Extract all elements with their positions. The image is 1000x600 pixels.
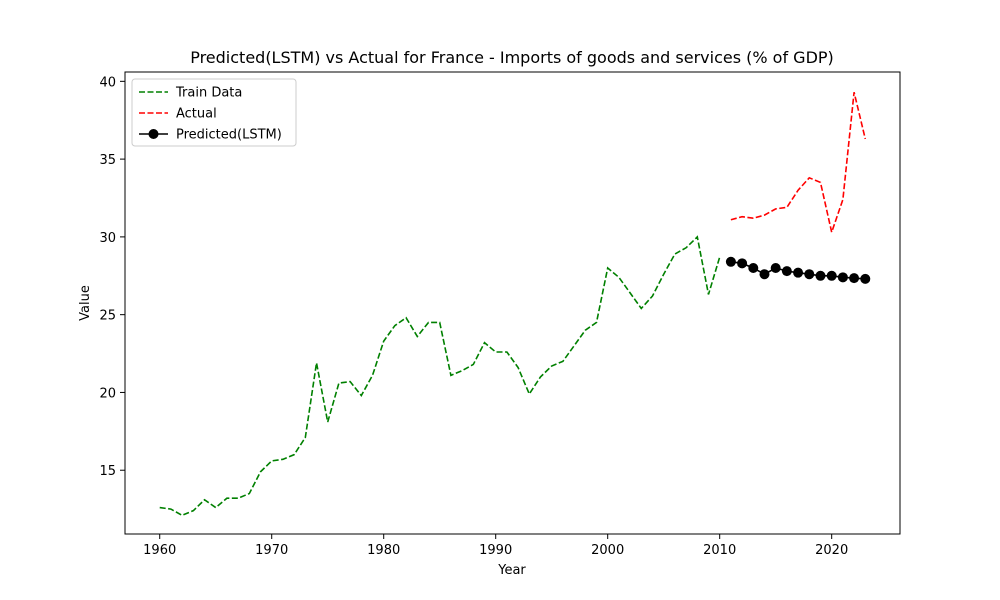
y-tick-label: 35	[99, 153, 116, 168]
x-tick-label: 1980	[367, 543, 400, 558]
chart-title: Predicted(LSTM) vs Actual for France - I…	[190, 48, 834, 67]
x-axis-ticks: 1960 1970 1980 1990 2000 2010 2020	[143, 534, 848, 558]
legend-items: Train Data Actual Predicted(LSTM)	[139, 86, 282, 143]
legend-label-actual: Actual	[176, 107, 217, 122]
plot-frame	[124, 71, 901, 535]
y-tick-label: 30	[99, 231, 116, 246]
x-tick-label: 2010	[703, 543, 736, 558]
series-line-actual	[730, 92, 867, 236]
data-point-predicted-lstm	[860, 273, 871, 284]
x-axis-label: Year	[497, 563, 526, 578]
data-point-predicted-lstm	[793, 267, 804, 278]
series-layer	[159, 92, 871, 517]
data-point-predicted-lstm	[725, 256, 736, 267]
y-tick-label: 20	[99, 386, 116, 401]
y-axis-ticks: 15 20 25 30 35 40	[99, 75, 125, 479]
legend: Train Data Actual Predicted(LSTM)	[131, 78, 297, 147]
legend-box	[131, 78, 297, 147]
series-line-train-data	[159, 235, 721, 517]
data-point-predicted-lstm	[849, 273, 860, 284]
x-tick-label: 1970	[255, 543, 288, 558]
data-point-predicted-lstm	[826, 270, 837, 281]
data-point-predicted-lstm	[748, 263, 759, 273]
legend-label-train-data: Train Data	[175, 86, 242, 101]
x-tick-label: 2020	[815, 543, 848, 558]
x-tick-label: 2000	[591, 543, 624, 558]
y-tick-label: 25	[99, 309, 116, 324]
data-point-predicted-lstm	[759, 269, 770, 280]
data-point-predicted-lstm	[804, 269, 815, 280]
y-tick-label: 15	[99, 464, 116, 479]
x-tick-label: 1990	[479, 543, 512, 558]
data-point-predicted-lstm	[737, 258, 748, 269]
y-axis-label: Value	[78, 285, 93, 321]
data-point-predicted-lstm	[770, 263, 781, 273]
legend-label-predicted-lstm: Predicted(LSTM)	[176, 128, 282, 143]
x-tick-label: 1960	[143, 543, 176, 558]
data-point-predicted-lstm	[815, 270, 826, 281]
legend-marker-predicted-lstm	[148, 129, 159, 139]
y-tick-label: 40	[99, 75, 116, 90]
data-point-predicted-lstm	[837, 272, 848, 283]
data-point-predicted-lstm	[781, 266, 792, 277]
